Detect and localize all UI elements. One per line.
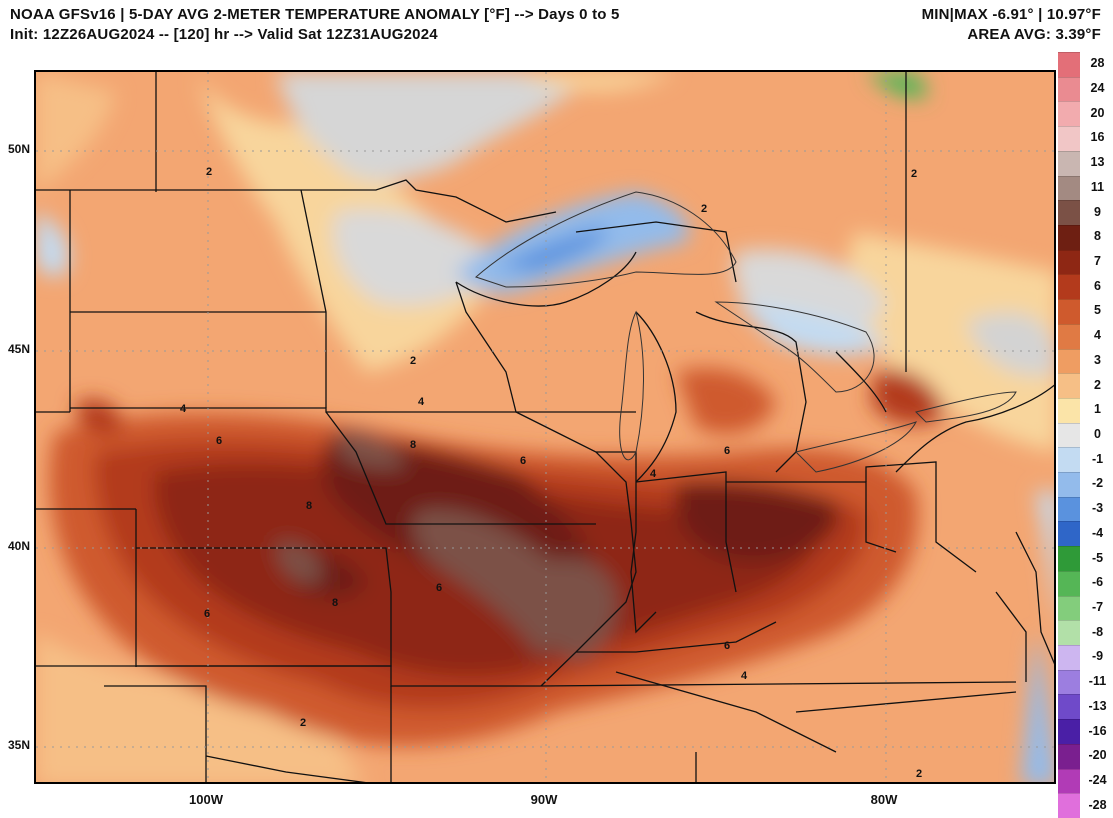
- colorbar-swatch: [1058, 274, 1080, 300]
- colorbar-label: -9: [1091, 649, 1104, 664]
- contour-value-label: 6: [204, 608, 210, 620]
- colorbar-label: -7: [1091, 599, 1104, 614]
- anomaly-map: 2 2 2 4 4 6 6 6 8 8 8 6 4 6 6 2 4 2 2: [34, 70, 1056, 784]
- colorbar-swatch: [1058, 422, 1080, 448]
- colorbar-swatch: [1058, 200, 1080, 226]
- colorbar-label: 9: [1094, 204, 1101, 219]
- great-lakes-outline: [475, 191, 1017, 473]
- colorbar-label: 8: [1094, 229, 1101, 244]
- lon-label-100w: 100W: [189, 792, 223, 807]
- colorbar-swatch: [1058, 472, 1080, 498]
- contour-value-label: 2: [701, 203, 707, 215]
- colorbar-swatch: [1058, 373, 1080, 399]
- contour-value-label: 4: [180, 403, 187, 415]
- colorbar-label: 24: [1090, 81, 1105, 96]
- colorbar-label: 6: [1094, 278, 1101, 293]
- colorbar-swatch: [1058, 224, 1080, 251]
- colorbar-swatch: [1058, 150, 1080, 177]
- contour-value-label: 2: [916, 768, 922, 780]
- contour-value-label: 8: [332, 597, 338, 609]
- contour-value-label: 2: [911, 168, 917, 180]
- colorbar-label: 0: [1094, 427, 1101, 441]
- contour-value-label: 4: [418, 396, 425, 408]
- colorbar-label: -1: [1091, 451, 1104, 466]
- colorbar-label: 28: [1090, 56, 1105, 71]
- colorbar-swatch: [1058, 447, 1080, 473]
- colorbar-swatch: [1058, 620, 1080, 646]
- colorbar-label: -4: [1091, 525, 1104, 540]
- colorbar-label: 4: [1094, 328, 1101, 343]
- contour-value-label: 4: [650, 468, 657, 480]
- contour-value-label: 4: [741, 670, 748, 682]
- lon-label-90w: 90W: [530, 792, 558, 807]
- colorbar-swatch: [1058, 669, 1080, 695]
- colorbar-swatch: [1058, 546, 1080, 572]
- colorbar-swatch: [1058, 595, 1080, 621]
- map-canvas: 2 2 2 4 4 6 6 6 8 8 8 6 4 6 6 2 4 2 2: [36, 72, 1054, 782]
- colorbar-label: -5: [1091, 550, 1104, 565]
- colorbar-swatch: [1058, 496, 1080, 522]
- colorbar-label: -20: [1088, 748, 1107, 763]
- colorbar-label: 7: [1094, 254, 1101, 269]
- colorbar-label: -16: [1088, 723, 1107, 738]
- colorbar-swatch: [1058, 76, 1080, 102]
- colorbar-swatch: [1058, 768, 1080, 794]
- contour-value-label: 6: [724, 640, 730, 652]
- contour-value-label: 2: [410, 355, 416, 367]
- colorbar-label: -13: [1088, 698, 1107, 713]
- contour-value-label: 8: [306, 500, 312, 512]
- colorbar-swatch: [1058, 249, 1080, 275]
- colorbar-swatch: [1058, 175, 1080, 201]
- colorbar-swatch: [1058, 397, 1080, 424]
- colorbar-label: 11: [1090, 179, 1105, 194]
- colorbar-label: -8: [1091, 624, 1104, 639]
- contour-value-label: 6: [216, 435, 222, 447]
- colorbar-swatch: [1058, 645, 1080, 671]
- title-line-2: Init: 12Z26AUG2024 -- [120] hr --> Valid…: [10, 26, 438, 43]
- colorbar-swatch: [1058, 694, 1080, 720]
- colorbar-swatch: [1058, 743, 1080, 770]
- colorbar-label: -3: [1091, 501, 1104, 516]
- contour-labels: 2 2 2 4 4 6 6 6 8 8 8 6 4 6 6 2 4 2 2: [180, 166, 922, 780]
- area-average-stats: AREA AVG: 3.39°F: [967, 26, 1101, 43]
- colorbar-label: 16: [1090, 130, 1105, 145]
- political-boundaries: [36, 72, 1054, 782]
- colorbar-label: -6: [1091, 575, 1104, 590]
- colorbar-swatch: [1058, 126, 1080, 152]
- min-max-stats: MIN|MAX -6.91° | 10.97°F: [921, 6, 1101, 23]
- colorbar-label: -28: [1088, 797, 1107, 812]
- colorbar-label: 13: [1090, 155, 1105, 170]
- colorbar-swatch: [1058, 719, 1080, 745]
- colorbar-label: -11: [1088, 674, 1107, 689]
- colorbar: [1058, 52, 1080, 818]
- anomaly-shading: [36, 72, 1054, 782]
- colorbar-label: -24: [1088, 772, 1107, 787]
- colorbar-label: 3: [1094, 352, 1101, 367]
- contour-value-label: 8: [410, 439, 416, 451]
- colorbar-swatch: [1058, 521, 1080, 547]
- colorbar-label: -2: [1091, 476, 1104, 491]
- colorbar-label: 20: [1090, 105, 1105, 120]
- lat-label-35n: 35N: [7, 738, 30, 752]
- colorbar-swatch: [1058, 52, 1080, 78]
- title-line-1: NOAA GFSv16 | 5-DAY AVG 2-METER TEMPERAT…: [10, 6, 620, 23]
- lat-label-45n: 45N: [7, 342, 30, 356]
- colorbar-swatch: [1058, 323, 1080, 349]
- lat-label-50n: 50N: [7, 142, 30, 156]
- colorbar-swatch: [1058, 299, 1080, 325]
- lon-label-80w: 80W: [870, 792, 898, 807]
- contour-value-label: 2: [300, 717, 306, 729]
- contour-value-label: 6: [436, 582, 442, 594]
- colorbar-swatch: [1058, 570, 1080, 597]
- contour-value-label: 6: [724, 445, 730, 457]
- colorbar-swatch: [1058, 348, 1080, 374]
- colorbar-label: 2: [1094, 377, 1101, 392]
- contour-value-label: 2: [206, 166, 212, 178]
- colorbar-label: 5: [1094, 303, 1101, 318]
- contour-value-label: 6: [520, 455, 526, 467]
- lat-label-40n: 40N: [7, 539, 30, 553]
- colorbar-label: 1: [1094, 402, 1101, 417]
- colorbar-swatch: [1058, 793, 1080, 818]
- colorbar-swatch: [1058, 101, 1080, 127]
